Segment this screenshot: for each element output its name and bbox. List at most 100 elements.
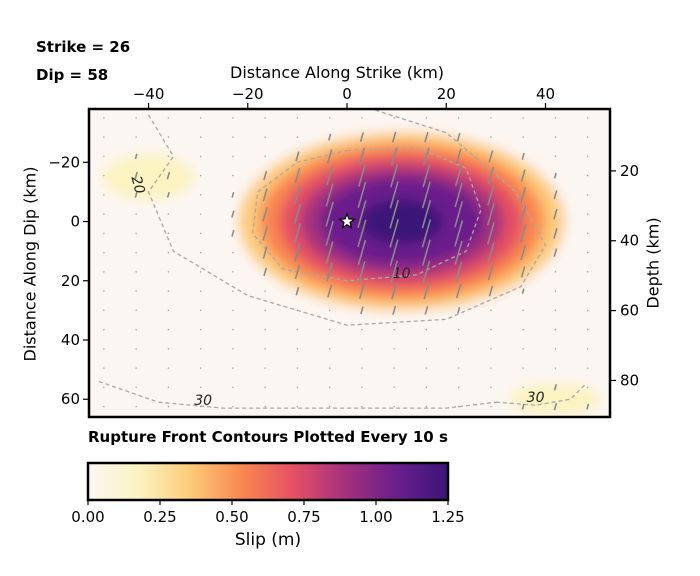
slip-vector-214	[519, 224, 527, 243]
slip-vector-27	[135, 328, 137, 331]
slip-vector-227	[553, 172, 557, 179]
slip-vector-194	[488, 150, 494, 163]
slip-vector-179	[454, 164, 463, 187]
slip-vector-217	[521, 288, 525, 294]
slip-vector-116	[325, 183, 334, 207]
slip-vector-184	[455, 261, 463, 282]
y-right-tick-label-1: 40	[620, 232, 639, 250]
slip-vector-23	[135, 251, 137, 254]
slip-vector-203	[490, 328, 492, 331]
slip-vector-163	[422, 163, 431, 188]
slip-vector-148	[389, 181, 399, 209]
slip-vector-230	[553, 228, 558, 239]
slip-vector-68	[231, 192, 235, 198]
slip-vector-253	[586, 367, 589, 369]
slip-vector-35	[166, 171, 171, 180]
slip-vector-225	[554, 136, 557, 138]
colorbar: 0.00 0.25 0.50 0.75 1.00 1.25	[71, 461, 465, 526]
slip-vector-53	[199, 213, 202, 215]
slip-vector-208	[522, 117, 524, 119]
colorbar-gradient	[88, 463, 448, 500]
slip-vector-113	[327, 133, 332, 141]
slip-vector-118	[325, 220, 334, 246]
slip-vector-69	[231, 210, 235, 218]
slip-vector-134	[357, 219, 367, 248]
slip-vector-166	[421, 219, 432, 248]
slip-vector-226	[554, 155, 557, 158]
x-tick-label-0: −40	[133, 85, 165, 103]
slip-vector-21	[135, 213, 137, 215]
slip-vector-119	[325, 241, 334, 264]
slip-vector-130	[358, 147, 366, 165]
slip-vector-17	[135, 136, 137, 138]
slip-vector-11	[103, 328, 105, 331]
slip-vector-244	[586, 194, 589, 196]
slip-vector-147	[390, 163, 399, 188]
slip-vector-237	[554, 367, 557, 369]
slip-vector-218	[522, 309, 524, 312]
rupture-contour-30s-b	[495, 383, 586, 406]
slip-vector-89	[264, 290, 266, 292]
slip-vector-146	[390, 147, 398, 166]
slip-vector-201	[488, 285, 494, 297]
slip-vector-79	[232, 405, 234, 408]
slip-vector-77	[232, 367, 234, 369]
slip-vector-49	[199, 136, 202, 138]
slip-vector-100	[293, 185, 301, 205]
slip-vector-235	[554, 328, 557, 331]
slip-vector-229	[553, 208, 558, 220]
slip-vector-101	[293, 203, 302, 225]
y-left-tick-label-3: 40	[61, 331, 80, 349]
colorbar-frame	[86, 461, 450, 502]
slip-vector-215	[520, 244, 527, 261]
slip-vector-152	[390, 260, 399, 284]
slip-vector-9	[103, 290, 105, 292]
slip-vector-241	[586, 136, 589, 138]
slip-vector-3	[103, 174, 105, 177]
slip-vector-107	[296, 328, 299, 331]
slip-vector-135	[357, 239, 367, 266]
contour-label-1: 20	[127, 174, 147, 195]
colorbar-tick-label-4: 1.00	[359, 508, 392, 526]
slip-vector-186	[457, 307, 461, 314]
slip-vector-94	[264, 386, 266, 389]
x-tick-label-1: −20	[232, 85, 264, 103]
slip-vector-175	[425, 405, 428, 408]
slip-vector-149	[389, 199, 400, 229]
slip-vector-187	[457, 328, 460, 331]
slip-vector-173	[425, 367, 428, 369]
slip-vector-92	[264, 348, 266, 350]
slip-vector-0	[103, 117, 105, 119]
slip-vector-204	[490, 348, 492, 350]
slip-vector-125	[328, 367, 331, 369]
slip-vector-160	[425, 117, 428, 119]
slip-vector-136	[358, 261, 366, 283]
slip-level-2-8	[548, 396, 563, 402]
slip-vector-232	[554, 271, 557, 273]
slip-vector-124	[328, 348, 331, 350]
slip-vector-171	[425, 328, 428, 331]
slip-vector-39	[167, 251, 170, 254]
slip-vector-131	[357, 164, 366, 187]
slip-vector-75	[232, 328, 234, 331]
slip-vector-58	[199, 309, 202, 312]
axis-ticks: −40 −20 0 20 40 −20 0 20 40 60 20 40 60 80	[48, 85, 639, 408]
slip-vector-48	[199, 117, 202, 119]
slip-vector-151	[389, 239, 399, 266]
slip-vector-155	[393, 328, 395, 331]
contour-label-3: 30	[527, 390, 545, 406]
slip-vector-63	[199, 405, 202, 408]
slip-vector-165	[421, 199, 432, 229]
slip-vector-128	[361, 117, 363, 119]
slip-vector-144	[393, 117, 395, 119]
slip-vector-47	[167, 405, 170, 408]
slip-vector-164	[421, 181, 431, 209]
slip-vector-84	[262, 188, 268, 202]
slip-vector-42	[167, 309, 170, 312]
slip-vector-169	[423, 282, 430, 300]
slip-vector-197	[486, 202, 495, 226]
slip-vector-20	[134, 191, 138, 198]
slip-vector-26	[135, 309, 137, 312]
slip-vector-24	[135, 271, 137, 273]
slip-vector-154	[392, 305, 397, 315]
